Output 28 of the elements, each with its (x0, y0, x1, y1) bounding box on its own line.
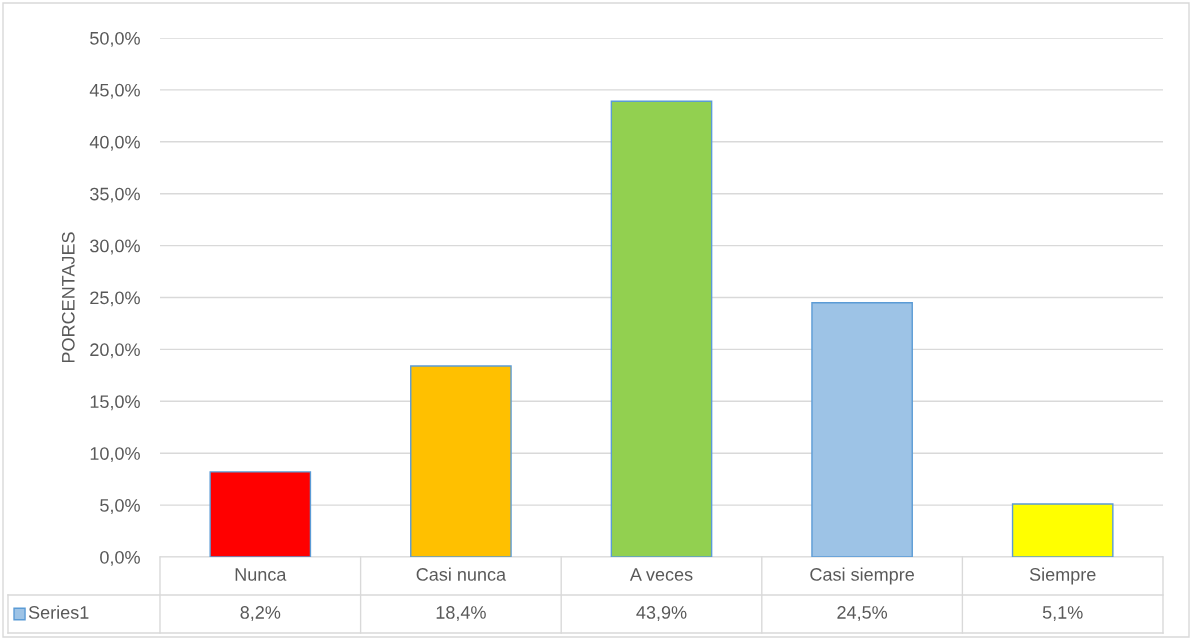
legend-label: Series1 (28, 605, 89, 619)
x-tick-label: Siempre (1029, 567, 1096, 585)
x-tick-label: Nunca (235, 568, 287, 581)
data-label: 18,4% (436, 606, 486, 621)
data-label: 24,5% (837, 606, 888, 621)
x-tick-label: Casi siempre (810, 567, 914, 585)
y-axis-title: PORCENTAJES (61, 232, 75, 363)
y-tick-label: 50,0% (90, 31, 140, 47)
data-label: 43,9% (636, 606, 687, 621)
bar (1011, 503, 1114, 557)
x-tick-label: Casi nunca (416, 567, 507, 581)
x-tick-label: A veces (629, 568, 693, 581)
y-tick-label: 10,0% (90, 447, 140, 463)
data-label: 8,2% (240, 606, 281, 621)
y-tick-label: 40,0% (89, 135, 140, 151)
y-tick-label: 0,0% (100, 550, 140, 566)
y-tick-label: 20,0% (90, 343, 140, 359)
y-tick-label: 35,0% (90, 187, 140, 203)
y-tick-label: 5,0% (100, 499, 140, 514)
y-tick-label: 30,0% (90, 239, 140, 255)
bar (811, 301, 913, 557)
bar (209, 471, 312, 557)
data-label: 5,1% (1042, 606, 1083, 621)
bar (610, 100, 713, 557)
bar (410, 365, 512, 557)
y-tick-label: 25,0% (90, 291, 140, 307)
y-tick-label: 15,0% (90, 395, 140, 411)
y-tick-label: 45,0% (89, 83, 140, 99)
